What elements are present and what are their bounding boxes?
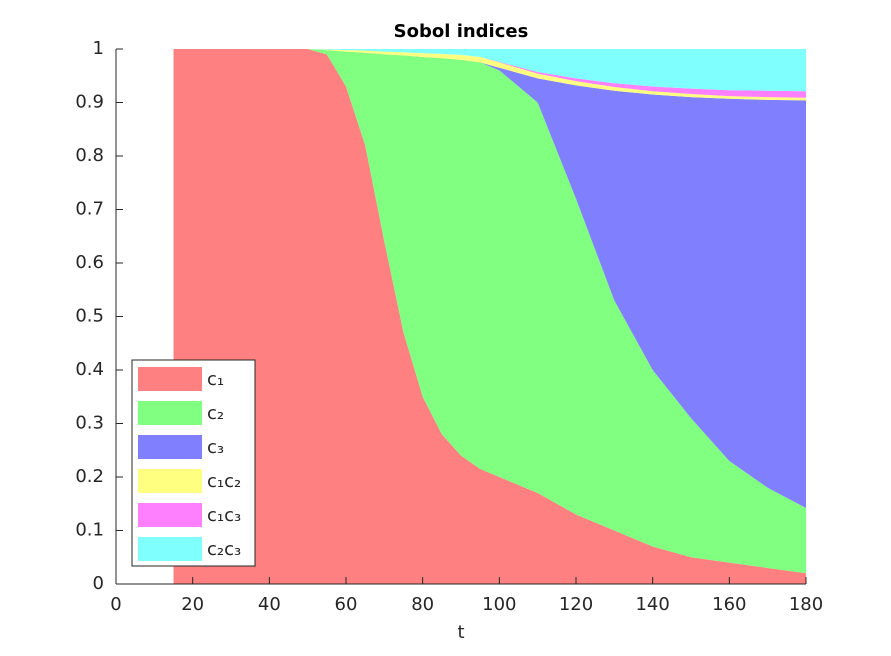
y-tick-label: 0.4 [75, 359, 104, 380]
x-tick-label: 100 [482, 594, 516, 615]
y-tick-label: 0.1 [75, 520, 104, 541]
legend-swatch [138, 469, 202, 493]
y-tick-label: 0.6 [75, 252, 104, 273]
y-tick-label: 1 [93, 38, 104, 59]
y-tick-label: 0.8 [75, 145, 104, 166]
legend-swatch [138, 503, 202, 527]
area [173, 49, 806, 98]
legend-label: c₁ [207, 369, 224, 390]
y-tick-label: 0.7 [75, 199, 104, 220]
area [173, 49, 806, 92]
legend-swatch [138, 537, 202, 561]
y-tick-label: 0.3 [75, 413, 104, 434]
x-tick-label: 180 [789, 594, 823, 615]
x-tick-label: 60 [335, 594, 358, 615]
x-axis-label: t [457, 622, 464, 643]
legend-label: c₁c₂ [207, 471, 241, 492]
area [173, 49, 806, 509]
legend-label: c₂c₃ [207, 539, 241, 560]
legend-box [131, 359, 256, 567]
legend-label: c₂ [207, 403, 224, 424]
legend-label: c₁c₃ [207, 505, 241, 526]
legend-swatch [138, 435, 202, 459]
x-tick-label: 120 [559, 594, 593, 615]
legend-swatch [138, 401, 202, 425]
x-tick-label: 160 [712, 594, 746, 615]
legend-swatch [138, 367, 202, 391]
x-tick-label: 140 [635, 594, 669, 615]
y-tick-label: 0 [93, 573, 104, 594]
area [173, 49, 806, 584]
x-tick-label: 80 [411, 594, 434, 615]
area [173, 49, 806, 574]
x-tick-label: 40 [258, 594, 281, 615]
x-tick-label: 20 [181, 594, 204, 615]
legend-label: c₃ [207, 437, 224, 458]
y-tick-label: 0.9 [75, 92, 104, 113]
x-tick-label: 0 [110, 594, 121, 615]
y-tick-label: 0.5 [75, 306, 104, 327]
y-tick-label: 0.2 [75, 466, 104, 487]
chart-title: Sobol indices [394, 21, 529, 42]
